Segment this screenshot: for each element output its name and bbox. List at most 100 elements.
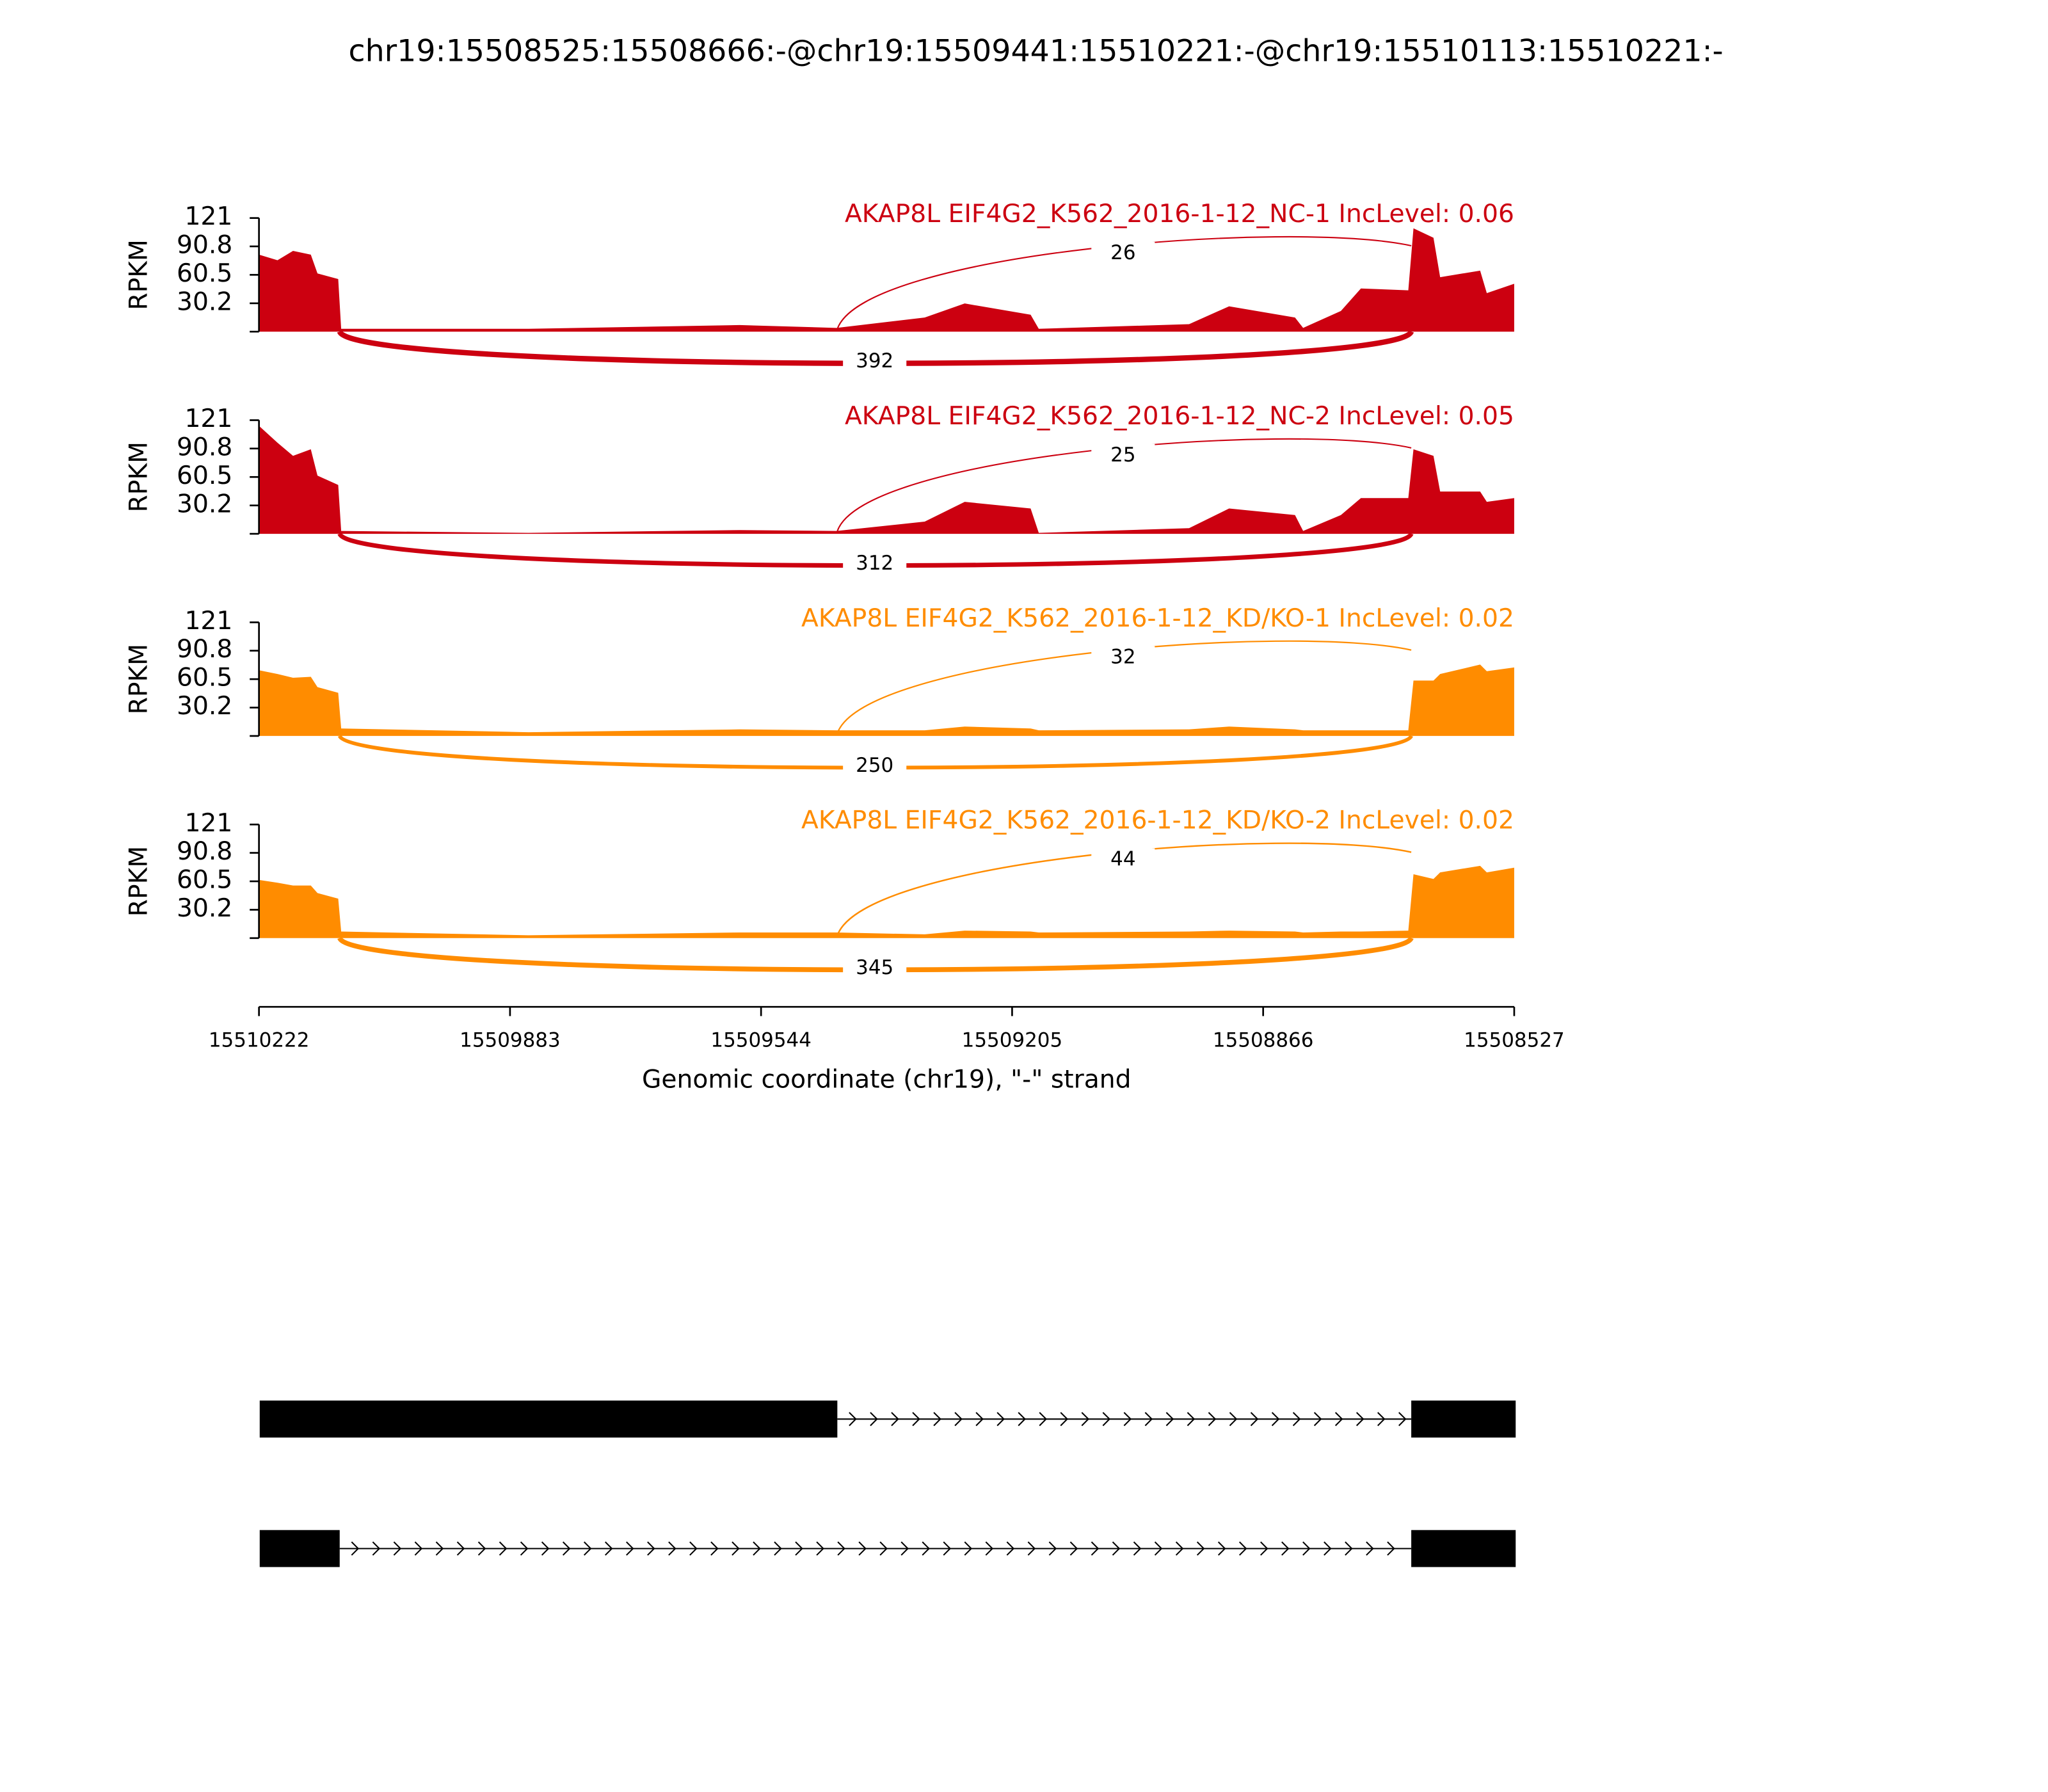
intron-arrow (1112, 1541, 1121, 1556)
junction-label: 392 (856, 349, 893, 372)
exon (1411, 1530, 1516, 1567)
intron-arrow (996, 1412, 1005, 1427)
intron-arrow (774, 1541, 782, 1556)
y-tick-label: 90.8 (177, 230, 232, 259)
y-tick-label: 121 (184, 607, 232, 636)
x-tick-label: 15508866 (1213, 1028, 1314, 1052)
junction-label: 26 (1110, 241, 1135, 264)
junction-label: 345 (856, 956, 893, 979)
intron-arrow (372, 1541, 381, 1556)
x-tick-label: 15508527 (1464, 1028, 1565, 1052)
junction-label-bg (843, 754, 907, 778)
intron-arrow (954, 1412, 963, 1427)
y-tick-label: 60.5 (177, 664, 232, 692)
intron-arrow (1144, 1412, 1153, 1427)
chart-title: chr19:15508525:15508666:-@chr19:15509441… (348, 34, 1723, 69)
exon (259, 1400, 838, 1438)
intron-arrow (1260, 1541, 1268, 1556)
y-tick-label: 121 (184, 809, 232, 838)
y-tick-label: 30.2 (177, 490, 232, 518)
intron-arrow (900, 1541, 909, 1556)
intron-arrow (1334, 1412, 1343, 1427)
y-tick-label: 60.5 (177, 259, 232, 288)
y-tick-label: 90.8 (177, 635, 232, 664)
intron-arrow (689, 1541, 698, 1556)
intron-arrow (964, 1541, 973, 1556)
intron-arrow (933, 1412, 941, 1427)
intron-arrow (943, 1541, 952, 1556)
intron-arrow (605, 1541, 613, 1556)
intron-arrow (477, 1541, 486, 1556)
junction-label-bg (843, 552, 907, 577)
intron-arrow (1187, 1412, 1196, 1427)
intron-arrow (753, 1541, 761, 1556)
junction-label: 250 (856, 754, 893, 777)
y-tick-label: 121 (184, 404, 232, 433)
intron-arrow (668, 1541, 676, 1556)
intron-arrow (985, 1541, 994, 1556)
intron-arrow (1302, 1541, 1311, 1556)
intron-arrow (1345, 1541, 1353, 1556)
junction-arc (836, 842, 1412, 936)
junction-label: 25 (1110, 444, 1135, 467)
exon (259, 1530, 340, 1567)
intron-arrow (837, 1541, 845, 1556)
intron-arrow (1292, 1412, 1301, 1427)
y-tick-label: 90.8 (177, 433, 232, 461)
junction-arc (836, 438, 1412, 532)
coverage-area (259, 228, 1514, 332)
intron-arrow (1387, 1541, 1395, 1556)
junction-arc (836, 640, 1412, 734)
intron-arrow (1324, 1541, 1332, 1556)
junction-label-bg (843, 956, 907, 980)
y-tick-label: 121 (184, 202, 232, 231)
y-axis-label: RPKM (124, 239, 153, 310)
panel-label: AKAP8L EIF4G2_K562_2016-1-12_NC-1 IncLev… (845, 200, 1514, 228)
intron-arrow (1217, 1541, 1226, 1556)
intron-arrow (1039, 1412, 1047, 1427)
junction-label-bg (1091, 646, 1155, 670)
intron-arrow (647, 1541, 655, 1556)
intron-arrow (1271, 1412, 1280, 1427)
intron-arrow (1069, 1541, 1078, 1556)
y-axis-label: RPKM (124, 846, 153, 916)
intron-arrow (1018, 1412, 1026, 1427)
intron-arrow (583, 1541, 592, 1556)
panel-label: AKAP8L EIF4G2_K562_2016-1-12_KD/KO-1 Inc… (801, 604, 1514, 633)
intron-arrow (1366, 1541, 1374, 1556)
intron-arrow (1313, 1412, 1322, 1427)
intron-arrow (1238, 1541, 1247, 1556)
intron-arrow (1377, 1412, 1386, 1427)
intron-arrow (891, 1412, 899, 1427)
intron-arrow (626, 1541, 634, 1556)
y-tick-label: 60.5 (177, 461, 232, 490)
intron-arrow (816, 1541, 824, 1556)
x-tick-label: 15509544 (710, 1028, 812, 1052)
intron-arrow (414, 1541, 423, 1556)
intron-arrow (499, 1541, 508, 1556)
intron-arrow (912, 1412, 920, 1427)
junction-label: 44 (1110, 848, 1135, 871)
x-tick-label: 15510222 (209, 1028, 310, 1052)
y-tick-label: 30.2 (177, 894, 232, 923)
intron-arrow (1102, 1412, 1111, 1427)
intron-arrow (1123, 1412, 1132, 1427)
intron-arrow (975, 1412, 984, 1427)
intron-arrow (1081, 1412, 1090, 1427)
intron-arrow (1356, 1412, 1364, 1427)
x-tick-label: 15509883 (460, 1028, 561, 1052)
coverage-area (259, 426, 1514, 534)
coverage-area (259, 664, 1514, 736)
intron-arrow (435, 1541, 444, 1556)
intron-arrow (1048, 1541, 1057, 1556)
x-axis-label: Genomic coordinate (chr19), "-" strand (642, 1065, 1132, 1094)
intron-arrow (795, 1541, 803, 1556)
intron-arrow (456, 1541, 465, 1556)
intron-arrow (1250, 1412, 1259, 1427)
intron-arrow (1133, 1541, 1142, 1556)
panel-label: AKAP8L EIF4G2_K562_2016-1-12_KD/KO-2 Inc… (801, 806, 1514, 835)
y-tick-label: 30.2 (177, 692, 232, 721)
exon (1411, 1400, 1516, 1438)
intron-arrow (1060, 1412, 1069, 1427)
